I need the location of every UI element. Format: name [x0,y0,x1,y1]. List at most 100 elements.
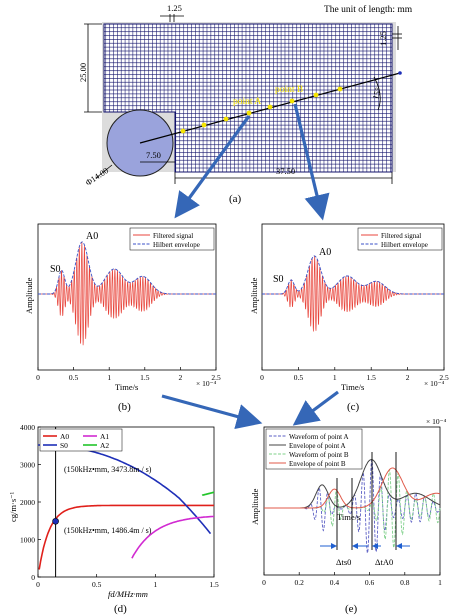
legend-env-b: Envelope of point B [289,460,346,468]
panel-c-tick-label: 1 [333,373,337,382]
caption-e: (e) [345,603,358,615]
panel-d-ytick-label: 4000 [20,423,35,432]
panel-e-tick-label: 0.6 [365,578,375,587]
panel-c-legend: Filtered signal Hilbert envelope [357,227,443,251]
panel-e-tick-label: 0.8 [400,578,410,587]
panel-e-legend: Waveform of point A Envelope of point A … [265,428,363,470]
panel-d-ytick-label: 3000 [20,461,35,470]
panel-b-tick-label: 2.5 [211,373,221,382]
caption-a: (a) [229,193,242,205]
panel-d-xtick-label: 0 [36,580,40,589]
dimensions [84,14,402,184]
panel-b: 0 0.5 1 1.5 2 2.5 S0 A0 Filtered signal Hilbe… [24,223,221,413]
legend-a1: A1 [100,432,109,441]
caption-d: (d) [114,603,127,615]
panel-d-xtick-label: 0.5 [92,580,102,589]
panel-b-xticks: 0 0.5 1 1.5 2 2.5 [36,367,221,382]
arrow-b-to-e [161,394,263,429]
panel-d-ytick-label: 2000 [20,498,35,507]
panel-b-tick-label: 0.5 [69,373,79,382]
legend-wave-b: Waveform of point B [289,451,349,459]
dim-1-25-right: 1.25 [378,31,388,46]
delta-t-a0: ΔtA0 [375,557,393,567]
panel-d-ylabel: cg/m·s⁻¹ [8,491,18,522]
panel-e-tick-label: 1 [438,578,442,587]
annotation-a0: (150kHz•mm, 1486.4m / s) [64,526,152,535]
dim-angle: 15° [370,86,383,100]
panel-e-tick-label: 0 [262,578,266,587]
panel-c-xticks: 0 0.5 1 1.5 2 2.5 [260,367,449,382]
sample-points [180,86,343,134]
panel-d-xlabel: fd/MHz·mm [108,589,148,599]
dim-25-00: 25.00 [78,63,88,82]
panel-b-exponent: × 10⁻⁴ [196,379,217,388]
path-end-point [398,71,402,75]
panel-e-xlabel: Time/s [337,512,360,522]
panel-d: 0 0.5 1 1.5 0 1000 2000 3000 4000 (150kHz•mm, 34… [8,423,219,615]
panel-b-legend-envelope: Hilbert envelope [153,241,200,249]
caption-c: (c) [347,401,360,413]
panel-c-xlabel: Time/s [341,382,364,392]
legend-a2: A2 [100,441,109,450]
panel-b-tick-label: 0 [36,373,40,382]
panel-d-xtick-label: 1 [153,580,157,589]
panel-b-ylabel: Amplitude [24,277,34,314]
point-b-label: point B [275,85,303,95]
panel-b-hilbert-envelope [38,241,216,295]
panel-c-hilbert-envelope [262,255,444,295]
arrow-a-to-b [174,115,251,219]
panel-e-ylabel: Amplitude [250,488,260,525]
dim-7-50: 7.50 [146,150,161,160]
panel-c-exponent: × 10⁻⁴ [424,379,445,388]
dim-37-50: 37.50 [276,166,295,176]
panel-c-a0-label: A0 [319,247,331,258]
panel-c-tick-label: 2.5 [439,373,449,382]
peak-lines [336,452,397,550]
panel-d-ticks: 0 0.5 1 1.5 0 1000 2000 3000 4000 [20,423,219,589]
panel-c-tick-label: 0.5 [294,373,304,382]
panel-c: 0 0.5 1 1.5 2 2.5 S0 A0 Filtered signal Hilbe… [249,223,449,413]
curve-a1 [131,515,215,559]
arrow-c-to-e [292,390,339,426]
marker-a0-point [52,517,59,525]
panel-e-tick-label: 0.2 [295,578,305,587]
panel-d-legend: A0 S0 A1 A2 [39,428,123,452]
unit-note: The unit of length: mm [324,4,413,15]
panel-e-xticks: 0 0.2 0.4 0.6 0.8 1 [262,572,442,587]
point-a-label: point A [233,97,261,107]
caption-b: (b) [118,401,131,413]
panel-b-tick-label: 1 [107,373,111,382]
panel-b-a0-label: A0 [86,231,98,242]
panel-c-legend-envelope: Hilbert envelope [381,241,428,249]
panel-b-tick-label: 2 [179,373,183,382]
panel-d-xtick-label: 1.5 [209,580,219,589]
dim-diameter: Φ14.00 [84,165,111,187]
panel-b-s0-label: S0 [50,264,61,275]
panel-c-tick-label: 2 [406,373,410,382]
delta-t-s0: Δts0 [336,557,351,567]
panel-c-tick-label: 0 [260,373,264,382]
panel-b-legend: Filtered signal Hilbert envelope [129,227,215,251]
connector-arrows [161,103,339,429]
panel-c-s0-label: S0 [273,274,284,285]
curve-a2 [201,491,215,496]
panel-d-ytick-label: 1000 [20,536,35,545]
model-drawing: point A point B The unit of length: mm 1… [78,3,413,205]
legend-s0: S0 [60,441,68,450]
panel-c-ylabel: Amplitude [249,277,259,314]
panel-e: 0 0.2 0.4 0.6 0.8 1 Δts0 ΔtA0 Waveform of poi… [250,417,447,615]
dim-1-25-top: 1.25 [167,3,182,13]
panel-c-filtered-signal [262,256,444,332]
annotation-s0: (150kHz•mm, 3473.8m / s) [64,465,152,474]
panel-e-exponent: × 10⁻⁴ [426,417,447,426]
panel-b-legend-filtered: Filtered signal [153,232,193,240]
panel-d-ytick-label: 0 [31,573,35,582]
legend-env-a: Envelope of point A [289,442,346,450]
panel-c-tick-label: 1.5 [367,373,377,382]
legend-wave-a: Waveform of point A [289,433,349,441]
legend-a0: A0 [60,432,69,441]
arrow-b-to-c [293,103,330,221]
panel-b-xlabel: Time/s [115,382,138,392]
curve-a0 [38,504,214,570]
